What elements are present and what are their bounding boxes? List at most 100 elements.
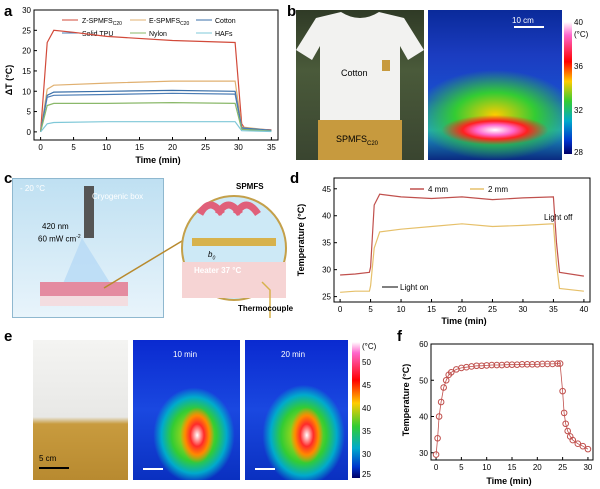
legend-espmfs: E-SPMFSC20 <box>149 18 190 27</box>
panel-label-b: b <box>287 3 297 20</box>
chart-a-legend: Z-SPMFSC20 E-SPMFSC20 Cotton Solid TPU N… <box>62 18 236 38</box>
scale-bar-20min <box>255 468 275 470</box>
x-tick-label: 25 <box>488 305 497 314</box>
data-point <box>440 384 447 391</box>
spmfs-label: SPMFSC20 <box>336 134 379 147</box>
chart-d: Temperature (°C) Time (min) 4 mm 2 mm Li… <box>296 177 591 326</box>
x-tick-label: 25 <box>201 143 210 152</box>
colorbar-e-tick-45: 45 <box>362 381 371 390</box>
x-tick-label: 20 <box>458 305 467 314</box>
data-point <box>437 398 445 406</box>
colorbar-e-tick-30: 30 <box>362 450 371 459</box>
x-tick-label: 10 <box>102 143 111 152</box>
y-tick-label: 35 <box>322 239 331 248</box>
light-on-label: Light on <box>400 283 428 292</box>
legend-tpu: Solid TPU <box>82 31 113 38</box>
scale-bar-b <box>514 26 544 28</box>
y-tick-label: 45 <box>322 185 331 194</box>
series-line-0 <box>40 29 272 132</box>
zoom-thermocouple <box>192 238 276 246</box>
x-tick-label: 30 <box>234 143 243 152</box>
colorbar-e-tick-25: 25 <box>362 470 371 479</box>
series-line <box>435 363 589 455</box>
thermal-image-b: 10 cm <box>428 10 562 160</box>
time-label-10min: 10 min <box>173 350 198 359</box>
colorbar-b-tick-32: 32 <box>574 106 583 115</box>
x-tick-label: 0 <box>434 463 439 472</box>
legend-hafs: HAFs <box>215 31 233 38</box>
x-tick-label: 25 <box>558 463 567 472</box>
x-tick-label: 0 <box>38 143 43 152</box>
x-tick-label: 5 <box>71 143 76 152</box>
series-line-3 <box>40 92 272 133</box>
light-cone <box>62 238 112 286</box>
chart-d-xlabel: Time (min) <box>441 316 486 326</box>
chart-d-ylabel: Temperature (°C) <box>296 204 306 276</box>
thermal-image-20min: 20 min <box>245 340 348 480</box>
legend-nylon: Nylon <box>149 31 167 38</box>
chart-a: ΔT (°C) Time (min) Z-SPMFSC20 E-SPMFSC20… <box>4 6 279 165</box>
colorbar-b-tick-28: 28 <box>574 148 583 157</box>
colorbar-b-tick-40: 40 <box>574 18 583 27</box>
x-tick-label: 20 <box>168 143 177 152</box>
colorbar-e-tick-35: 35 <box>362 427 371 436</box>
thermocouple-label: Thermocouple <box>238 304 294 313</box>
thermocouple-lead <box>261 281 271 318</box>
data-point <box>574 440 582 447</box>
data-point <box>442 376 450 384</box>
colorbar-e <box>352 342 360 478</box>
cryo-box-label: Cryogenic box <box>92 192 144 201</box>
b0-label: b0 <box>208 250 216 262</box>
zoom-heater <box>182 262 286 298</box>
chart-a-ylabel: ΔT (°C) <box>4 65 14 96</box>
panel-label-d: d <box>290 170 300 187</box>
spmfs-band <box>318 120 402 160</box>
wavelength: 420 nm <box>42 222 69 231</box>
series-line-0 <box>340 193 584 277</box>
plot-frame <box>33 9 279 141</box>
colorbar-b-unit: (°C) <box>574 30 589 39</box>
y-tick-label: 30 <box>22 6 31 15</box>
data-point <box>584 445 592 453</box>
y-tick-label: 25 <box>22 26 31 35</box>
schematic-c <box>40 186 287 318</box>
x-tick-label: 15 <box>508 463 517 472</box>
data-point <box>447 368 455 376</box>
y-tick-label: 30 <box>322 266 331 275</box>
light-off-label: Light off <box>544 213 573 222</box>
chart-a-xlabel: Time (min) <box>135 155 180 165</box>
box-temp: - 20 °C <box>20 184 45 193</box>
y-tick-label: 15 <box>22 67 31 76</box>
scale-bar-e <box>39 467 69 469</box>
legend-2mm: 2 mm <box>488 185 508 194</box>
cotton-patch <box>382 60 390 71</box>
garment-photo: 5 cm <box>33 340 128 480</box>
legend-cotton: Cotton <box>215 18 236 25</box>
x-tick-label: 35 <box>549 305 558 314</box>
x-tick-label: 0 <box>338 305 343 314</box>
spmfs-fibers <box>196 201 261 217</box>
y-tick-label: 25 <box>322 293 331 302</box>
scale-label-b: 10 cm <box>512 16 534 25</box>
x-tick-label: 40 <box>579 305 588 314</box>
data-point <box>569 436 577 444</box>
colorbar-b <box>564 22 572 154</box>
series-line-4 <box>40 101 272 133</box>
colorbar-e-tick-40: 40 <box>362 404 371 413</box>
x-tick-label: 10 <box>397 305 406 314</box>
series-line-1 <box>340 223 584 293</box>
time-label-20min: 20 min <box>281 350 306 359</box>
legend-zspmfs: Z-SPMFSC20 <box>82 18 122 27</box>
chart-f-ylabel: Temperature (°C) <box>401 364 411 436</box>
chart-f-xlabel: Time (min) <box>486 476 531 486</box>
panel-label-f: f <box>397 328 402 345</box>
x-tick-label: 5 <box>368 305 373 314</box>
thermal-image-10min: 10 min <box>133 340 240 480</box>
x-tick-label: 15 <box>135 143 144 152</box>
x-tick-label: 30 <box>583 463 592 472</box>
zoom-line <box>103 237 188 289</box>
tshirt-shape <box>296 12 424 130</box>
heater-label: Heater 37 °C <box>194 266 242 275</box>
x-tick-label: 30 <box>518 305 527 314</box>
colorbar-b-tick-36: 36 <box>574 62 583 71</box>
